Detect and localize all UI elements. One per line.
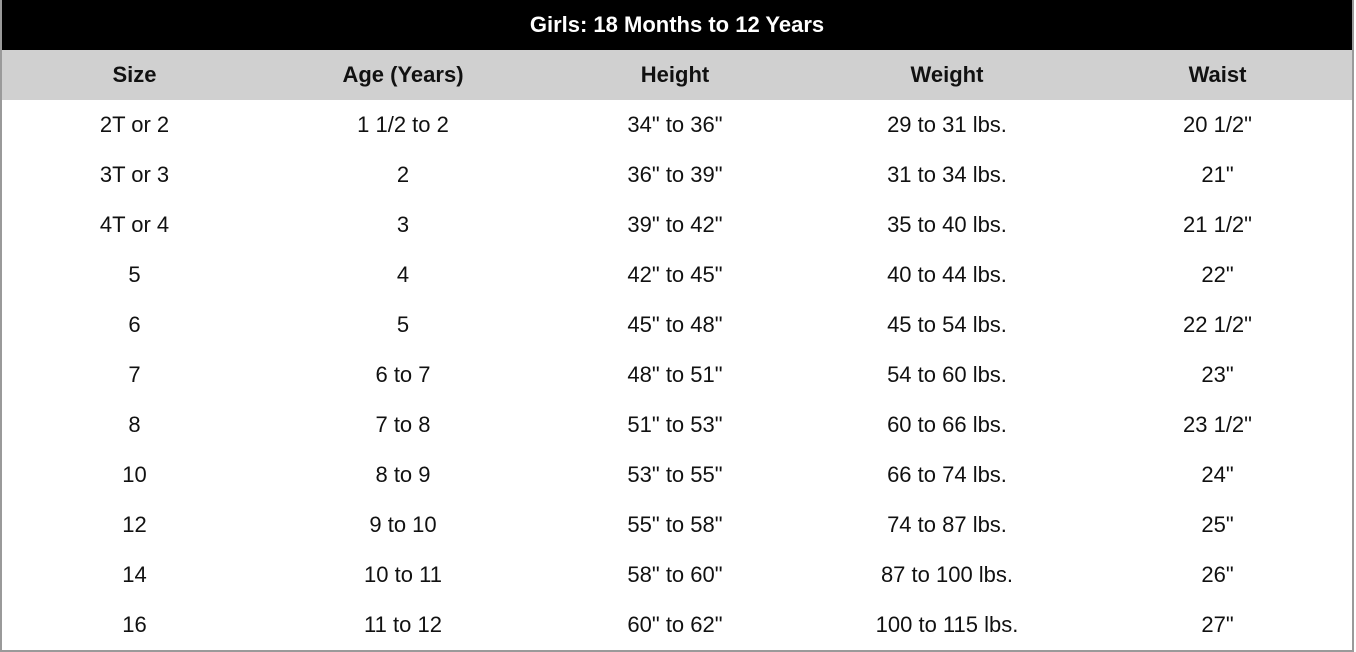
table-cell: 36" to 39" — [539, 150, 813, 202]
table-cell: 31 to 34 lbs. — [811, 150, 1085, 202]
column-header: Waist — [1083, 50, 1354, 102]
table-cell: 7 — [0, 350, 269, 402]
table-cell: 21 1/2" — [1083, 200, 1354, 252]
table-cell: 8 — [0, 400, 269, 452]
table-cell: 22" — [1083, 250, 1354, 302]
column-header: Size — [0, 50, 269, 102]
table-cell: 74 to 87 lbs. — [811, 500, 1085, 552]
table-cell: 39" to 42" — [539, 200, 813, 252]
table-cell: 8 to 9 — [267, 450, 541, 502]
table-cell: 48" to 51" — [539, 350, 813, 402]
table-cell: 2T or 2 — [0, 100, 269, 152]
table-cell: 6 — [0, 300, 269, 352]
table-cell: 53" to 55" — [539, 450, 813, 502]
table-title: Girls: 18 Months to 12 Years — [0, 0, 1354, 52]
table-cell: 3T or 3 — [0, 150, 269, 202]
table-cell: 4 — [267, 250, 541, 302]
table-cell: 5 — [0, 250, 269, 302]
table-cell: 25" — [1083, 500, 1354, 552]
table-cell: 55" to 58" — [539, 500, 813, 552]
table-cell: 24" — [1083, 450, 1354, 502]
table-cell: 60 to 66 lbs. — [811, 400, 1085, 452]
table-cell: 4T or 4 — [0, 200, 269, 252]
table-cell: 20 1/2" — [1083, 100, 1354, 152]
table-cell: 45 to 54 lbs. — [811, 300, 1085, 352]
table-cell: 66 to 74 lbs. — [811, 450, 1085, 502]
table-cell: 23 1/2" — [1083, 400, 1354, 452]
table-cell: 26" — [1083, 550, 1354, 602]
table-cell: 60" to 62" — [539, 600, 813, 652]
table-cell: 45" to 48" — [539, 300, 813, 352]
table-cell: 16 — [0, 600, 269, 652]
table-cell: 27" — [1083, 600, 1354, 652]
table-cell: 40 to 44 lbs. — [811, 250, 1085, 302]
table-cell: 5 — [267, 300, 541, 352]
table-cell: 42" to 45" — [539, 250, 813, 302]
column-header: Weight — [811, 50, 1085, 102]
table-cell: 10 — [0, 450, 269, 502]
table-cell: 7 to 8 — [267, 400, 541, 452]
table-cell: 9 to 10 — [267, 500, 541, 552]
table-cell: 23" — [1083, 350, 1354, 402]
table-cell: 10 to 11 — [267, 550, 541, 602]
table-cell: 54 to 60 lbs. — [811, 350, 1085, 402]
table-cell: 6 to 7 — [267, 350, 541, 402]
table-cell: 22 1/2" — [1083, 300, 1354, 352]
table-cell: 3 — [267, 200, 541, 252]
table-cell: 87 to 100 lbs. — [811, 550, 1085, 602]
table-cell: 34" to 36" — [539, 100, 813, 152]
column-header: Age (Years) — [267, 50, 541, 102]
table-cell: 29 to 31 lbs. — [811, 100, 1085, 152]
table-cell: 1 1/2 to 2 — [267, 100, 541, 152]
table-cell: 35 to 40 lbs. — [811, 200, 1085, 252]
table-cell: 11 to 12 — [267, 600, 541, 652]
table-cell: 21" — [1083, 150, 1354, 202]
table-cell: 51" to 53" — [539, 400, 813, 452]
column-header: Height — [539, 50, 813, 102]
table-cell: 100 to 115 lbs. — [811, 600, 1085, 652]
table-cell: 2 — [267, 150, 541, 202]
table-cell: 58" to 60" — [539, 550, 813, 602]
table-cell: 14 — [0, 550, 269, 602]
table-cell: 12 — [0, 500, 269, 552]
